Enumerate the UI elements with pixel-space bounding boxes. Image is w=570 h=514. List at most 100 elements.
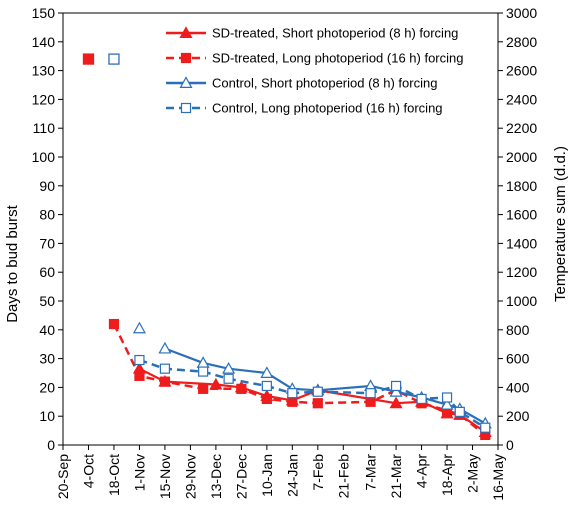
- legend-label: SD-treated, Long photoperiod (16 h) forc…: [212, 51, 464, 66]
- series-3: [158, 341, 492, 429]
- y2-tick-label: 0: [506, 437, 514, 453]
- isolated-point: [108, 53, 120, 65]
- series-2-point: [312, 398, 323, 409]
- x-tick-label: 21-Mar: [388, 454, 404, 499]
- y-tick-label: 20: [39, 379, 55, 395]
- x-axis: 20-Sep 4-Oct 18-Oct 1-Nov 15-Nov 29-Nov 13-Dec…: [55, 445, 506, 501]
- series-4-point: [198, 366, 209, 377]
- legend-item-1: SD-treated, Short photoperiod (8 h) forc…: [166, 26, 458, 41]
- series-2-point: [365, 396, 376, 407]
- series-4: [134, 354, 491, 433]
- series-2-point: [198, 383, 209, 394]
- y2-tick-label: 1200: [506, 264, 537, 280]
- y2-tick-label: 400: [506, 379, 530, 395]
- legend-marker: [180, 102, 192, 114]
- x-tick-label: 18-Oct: [106, 454, 122, 496]
- isolated-point: [132, 321, 146, 334]
- legend-marker: [180, 52, 192, 64]
- series-2: [108, 318, 491, 441]
- y-axis-title: Days to bud burst: [4, 204, 21, 322]
- y2-tick-label: 2800: [506, 34, 537, 50]
- series-4-point: [454, 406, 465, 417]
- legend-label: Control, Short photoperiod (8 h) forcing: [212, 76, 437, 91]
- y2-tick-label: 2400: [506, 91, 537, 107]
- y2-tick-label: 800: [506, 322, 530, 338]
- y2-tick-label: 2200: [506, 120, 537, 136]
- x-tick-label: 4-Oct: [80, 454, 96, 488]
- y-tick-label: 90: [39, 178, 55, 194]
- y-tick-label: 110: [33, 120, 56, 136]
- x-tick-label: 16-May: [490, 454, 506, 501]
- series-4-point: [159, 363, 171, 374]
- x-tick-label: 10-Jan: [259, 454, 275, 497]
- series-4-point: [312, 386, 323, 397]
- series-4-point: [223, 373, 234, 384]
- series-4-point: [134, 354, 145, 366]
- y2-tick-label: 1000: [506, 293, 537, 309]
- y-tick-label: 80: [39, 207, 55, 223]
- series-4-point: [441, 392, 453, 403]
- y-tick-label: 40: [39, 322, 55, 338]
- series-3-point: [222, 361, 236, 374]
- series-2-point: [236, 383, 247, 394]
- isolated-points: [82, 53, 146, 334]
- y-tick-label: 0: [47, 437, 55, 453]
- series-2-point: [134, 370, 145, 381]
- y2-tick-label: 1800: [506, 178, 537, 194]
- y2-tick-label: 2600: [506, 63, 537, 79]
- y2-tick-label: 1400: [506, 235, 537, 251]
- series-4-point: [287, 388, 298, 399]
- series-2-point: [261, 393, 272, 405]
- x-tick-label: 29-Nov: [182, 454, 198, 499]
- y2-tick-label: 2000: [506, 149, 537, 165]
- series-4-point: [416, 393, 427, 405]
- series-4-point: [261, 380, 272, 392]
- y2-axis-title: Temperature sum (d.d.): [552, 146, 569, 302]
- plot-border: [62, 12, 499, 446]
- series-3-point: [260, 366, 274, 378]
- y-tick-label: 150: [32, 5, 56, 21]
- x-tick-label: 27-Dec: [233, 454, 249, 499]
- series-2-point: [159, 376, 171, 387]
- series-4-point: [480, 422, 491, 433]
- series-3-point: [158, 341, 172, 354]
- y-tick-label: 120: [32, 91, 56, 107]
- y2-tick-label: 600: [506, 351, 530, 367]
- legend-marker: [179, 26, 193, 39]
- y2-tick-label: 200: [506, 408, 530, 424]
- series-4-point: [390, 380, 402, 392]
- plot-area: [62, 12, 499, 446]
- legend-item-4: Control, Long photoperiod (16 h) forcing: [166, 101, 443, 116]
- x-tick-label: 7-Mar: [363, 454, 379, 491]
- y-tick-label: 100: [32, 149, 56, 165]
- x-tick-label: 24-Jan: [284, 454, 300, 497]
- series-1-point: [389, 396, 403, 409]
- x-tick-label: 7-Feb: [310, 454, 326, 491]
- y-tick-label: 70: [39, 235, 55, 251]
- series-3-point: [389, 384, 403, 397]
- y2-tick-label: 1600: [506, 207, 537, 223]
- x-tick-label: 2-May: [465, 454, 481, 493]
- y-tick-label: 130: [32, 63, 56, 79]
- legend-marker: [179, 76, 193, 89]
- y-tick-label: 10: [39, 408, 55, 424]
- legend: SD-treated, Short photoperiod (8 h) forc…: [166, 26, 464, 116]
- legend-item-3: Control, Short photoperiod (8 h) forcing: [166, 76, 437, 91]
- y-tick-label: 140: [32, 34, 56, 50]
- isolated-point: [82, 53, 95, 65]
- x-tick-label: 13-Dec: [208, 454, 224, 499]
- x-tick-label: 18-Apr: [439, 454, 455, 496]
- legend-label: SD-treated, Short photoperiod (8 h) forc…: [212, 26, 458, 41]
- x-tick-label: 15-Nov: [157, 454, 173, 499]
- series-layer: [82, 53, 492, 441]
- x-tick-label: 4-Apr: [414, 454, 430, 489]
- y-tick-label: 60: [39, 264, 55, 280]
- y-axis-right: 0 200 400 600 800 1000 1200 1400 1600 1800 2000 220…: [498, 5, 537, 453]
- y-tick-label: 30: [39, 351, 55, 367]
- series-3-point: [440, 397, 454, 410]
- series-2-point: [287, 396, 298, 407]
- x-tick-label: 20-Sep: [55, 454, 71, 499]
- series-4-point: [365, 388, 376, 399]
- y-tick-label: 50: [39, 293, 55, 309]
